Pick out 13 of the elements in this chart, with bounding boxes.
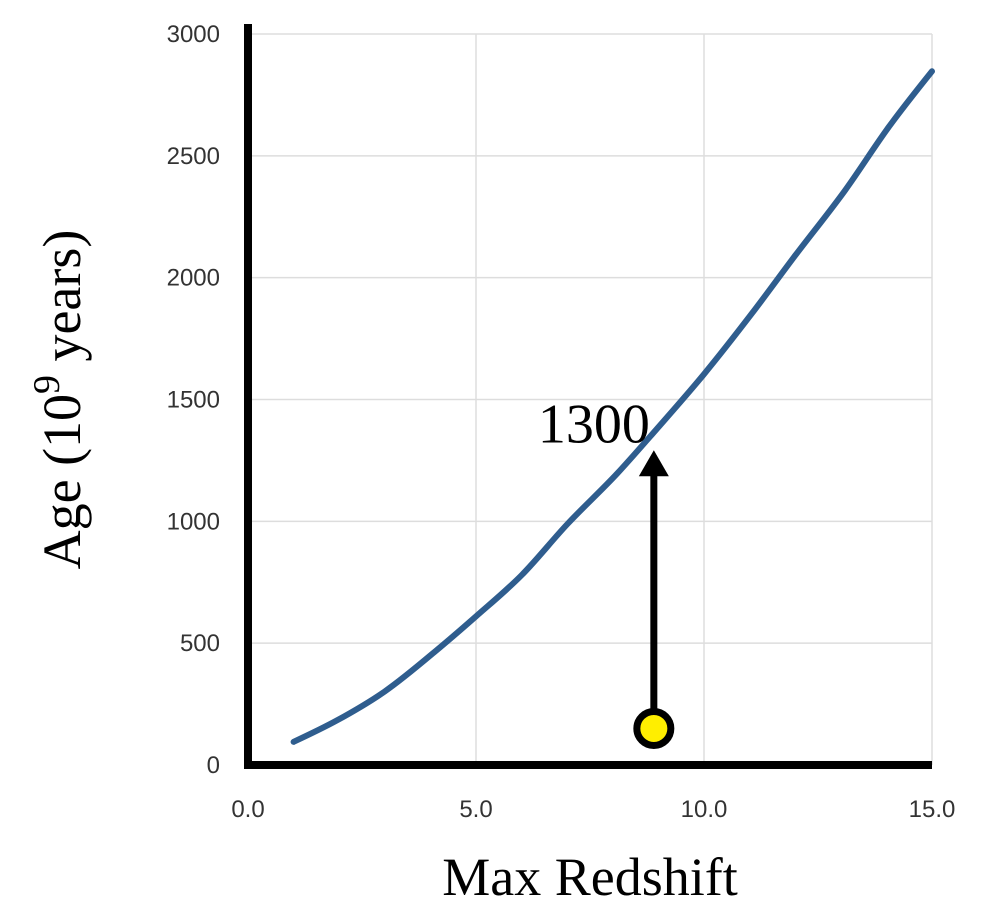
x-tick-label: 5.0 bbox=[459, 796, 493, 823]
annotation: 1300 bbox=[538, 393, 650, 456]
x-tick-label: 10.0 bbox=[680, 796, 728, 823]
y-tick-label: 2000 bbox=[166, 264, 220, 292]
y-tick-label: 500 bbox=[180, 630, 220, 658]
x-axis-title: Max Redshift bbox=[442, 847, 738, 907]
y-tick-label: 0 bbox=[206, 752, 220, 779]
y-tick-label: 2500 bbox=[166, 142, 220, 170]
x-tick-label: 15.0 bbox=[908, 796, 956, 823]
x-tick-label: 0.0 bbox=[231, 796, 265, 823]
y-tick-label: 1000 bbox=[166, 508, 220, 536]
y-tick-label: 1500 bbox=[166, 386, 220, 414]
y-tick-label: 3000 bbox=[166, 21, 220, 48]
